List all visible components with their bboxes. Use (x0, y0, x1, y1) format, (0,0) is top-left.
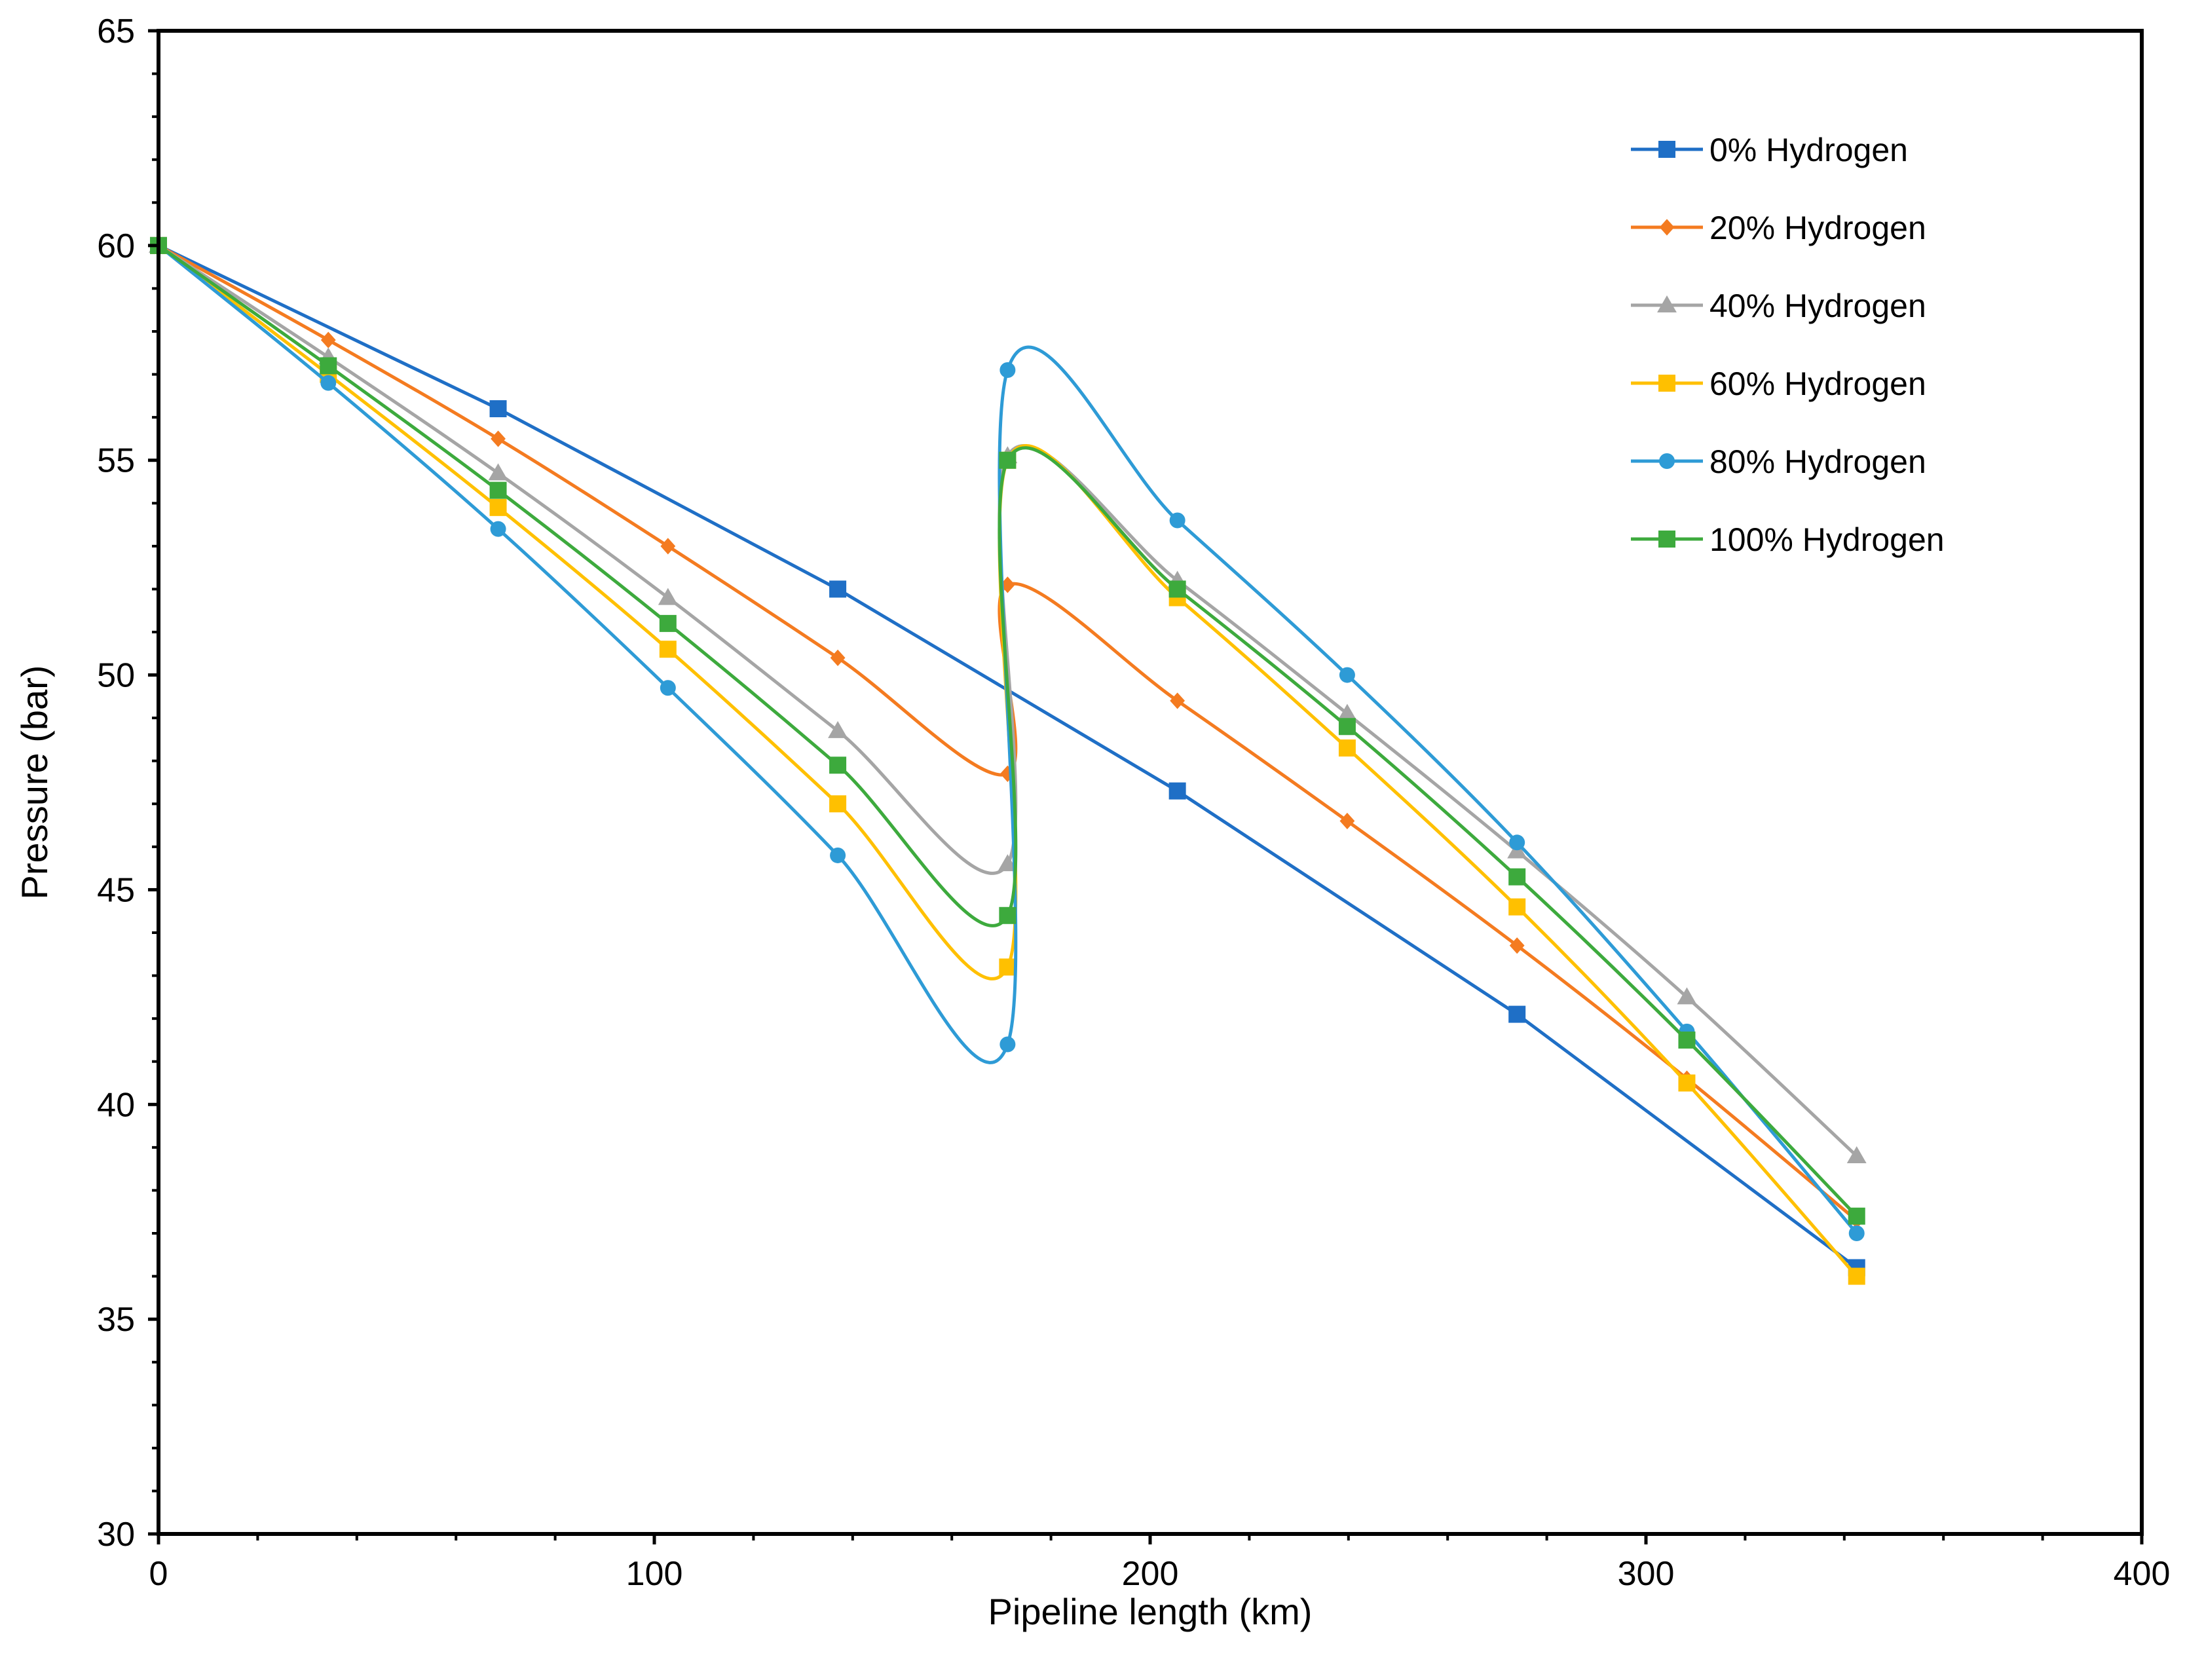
data-point (489, 498, 507, 516)
data-point (830, 649, 846, 666)
legend-item: 0% Hydrogen (1631, 132, 1908, 168)
legend-item: 60% Hydrogen (1631, 365, 1926, 402)
y-tick-label: 55 (97, 442, 135, 480)
data-point (488, 463, 508, 481)
tick-labels: 0 100 200 300 400 30 35 40 45 50 55 60 65 (97, 12, 2170, 1593)
legend-marker (1659, 453, 1675, 469)
legend-item: 100% Hydrogen (1631, 521, 1945, 558)
legend: 0% Hydrogen 20% Hydrogen 40% Hydrogen 60% H… (1631, 132, 1945, 558)
x-tick-label: 300 (1618, 1555, 1675, 1593)
data-point (1339, 812, 1355, 830)
data-point (658, 588, 678, 605)
data-point (320, 331, 336, 348)
axis-ticks (148, 29, 2144, 1544)
legend-item: 20% Hydrogen (1631, 210, 1926, 246)
legend-item: 80% Hydrogen (1631, 443, 1926, 480)
data-point (998, 854, 1018, 872)
data-point (999, 765, 1015, 782)
data-point (1848, 1207, 1865, 1225)
legend-marker (1658, 141, 1675, 158)
x-axis-title: Pipeline length (km) (988, 1591, 1313, 1632)
data-point (829, 756, 847, 774)
data-point (829, 580, 847, 598)
data-point (999, 362, 1016, 379)
legend-label: 0% Hydrogen (1709, 132, 1908, 168)
data-point (999, 906, 1017, 924)
legend-item: 40% Hydrogen (1631, 288, 1926, 324)
x-tick-label: 200 (1122, 1555, 1179, 1593)
data-point (828, 720, 848, 738)
data-point (1338, 718, 1356, 736)
data-point (1848, 1225, 1865, 1241)
data-point (1170, 692, 1186, 709)
legend-label: 100% Hydrogen (1709, 521, 1945, 558)
data-point (830, 847, 846, 863)
data-point (660, 538, 676, 555)
data-point (999, 576, 1015, 593)
legend-marker (1658, 375, 1675, 392)
data-point (1337, 703, 1357, 721)
x-tick-label: 0 (149, 1555, 168, 1593)
x-tick-label: 400 (2114, 1555, 2171, 1593)
data-point (320, 357, 337, 375)
data-point (491, 430, 506, 447)
y-tick-label: 35 (97, 1301, 135, 1339)
data-point (1678, 1074, 1696, 1092)
data-point (1338, 739, 1356, 757)
data-point (1846, 1146, 1867, 1164)
data-point (1678, 1031, 1696, 1049)
y-tick-label: 40 (97, 1086, 135, 1124)
data-point (1677, 987, 1697, 1005)
y-axis-title: Pressure (bar) (14, 665, 55, 900)
data-point (1169, 512, 1186, 529)
data-point (1848, 1267, 1865, 1285)
x-tick-label: 100 (626, 1555, 683, 1593)
data-point (659, 614, 677, 632)
data-point (489, 481, 507, 499)
data-point (660, 680, 676, 696)
series-layer (149, 235, 1867, 1285)
legend-marker (1658, 531, 1675, 548)
data-point (999, 958, 1017, 976)
data-point (1508, 1005, 1526, 1023)
legend-marker (1657, 295, 1677, 313)
data-point (1168, 580, 1186, 598)
data-point (490, 521, 506, 537)
data-point (320, 375, 337, 391)
data-point (999, 451, 1017, 469)
data-point (999, 1036, 1016, 1053)
legend-label: 60% Hydrogen (1709, 365, 1926, 402)
y-tick-label: 45 (97, 871, 135, 909)
data-point (1339, 667, 1355, 683)
data-point (1509, 834, 1525, 851)
legend-marker (1659, 219, 1675, 236)
data-point (1168, 782, 1186, 800)
y-tick-label: 30 (97, 1516, 135, 1554)
y-tick-label: 50 (97, 657, 135, 695)
y-tick-label: 60 (97, 227, 135, 265)
data-point (1508, 868, 1526, 886)
legend-label: 40% Hydrogen (1709, 288, 1926, 324)
data-point (1509, 937, 1525, 954)
legend-label: 20% Hydrogen (1709, 210, 1926, 246)
legend-label: 80% Hydrogen (1709, 443, 1926, 480)
data-point (489, 400, 507, 418)
data-point (659, 641, 677, 658)
y-tick-label: 65 (97, 12, 135, 50)
data-point (829, 795, 847, 813)
data-point (1508, 898, 1526, 916)
